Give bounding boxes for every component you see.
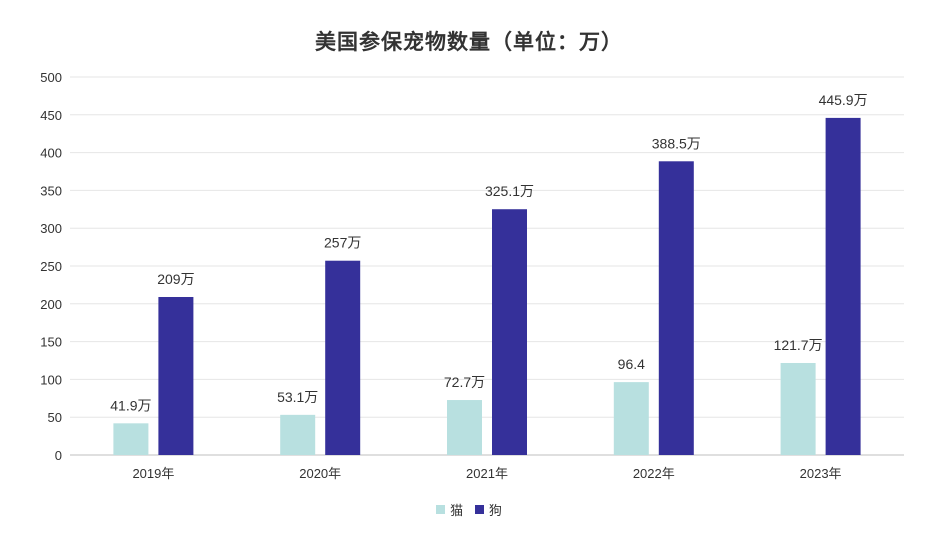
data-label-cat: 41.9万 bbox=[110, 397, 151, 413]
legend-item-cat: 猫 bbox=[436, 500, 463, 519]
x-tick-label: 2019年 bbox=[132, 466, 174, 481]
chart-title: 美国参保宠物数量（单位：万） bbox=[315, 29, 623, 54]
data-label-cat: 72.7万 bbox=[444, 374, 485, 390]
bar-dog bbox=[158, 296, 194, 455]
legend-item-dog: 狗 bbox=[474, 500, 502, 519]
y-tick-label: 0 bbox=[55, 448, 62, 463]
legend: 猫 狗 bbox=[0, 500, 938, 519]
legend-label-cat: 猫 bbox=[450, 503, 464, 518]
data-label-cat: 121.7万 bbox=[774, 337, 823, 353]
x-tick-label: 2021年 bbox=[466, 466, 508, 481]
bar-dog bbox=[658, 161, 694, 455]
data-label-cat: 53.1万 bbox=[277, 389, 318, 405]
bar-cat bbox=[447, 400, 482, 455]
data-label-dog: 325.1万 bbox=[485, 183, 534, 199]
y-tick-label: 350 bbox=[40, 183, 62, 198]
bar-cat bbox=[780, 362, 816, 455]
bar-cat bbox=[280, 414, 316, 455]
y-tick-label: 150 bbox=[40, 335, 62, 350]
x-tick-label: 2022年 bbox=[633, 466, 675, 481]
bar-dog bbox=[492, 209, 527, 455]
bar-dog bbox=[325, 260, 361, 455]
legend-label-dog: 狗 bbox=[488, 503, 502, 518]
y-tick-label: 300 bbox=[40, 221, 62, 236]
y-tick-label: 100 bbox=[40, 372, 62, 387]
bar-cat bbox=[113, 423, 149, 455]
legend-swatch-cat bbox=[436, 505, 446, 514]
x-tick-label: 2023年 bbox=[800, 466, 842, 481]
x-tick-label: 2020年 bbox=[299, 466, 341, 481]
data-label-dog: 209万 bbox=[157, 271, 194, 287]
data-label-cat: 96.4 bbox=[618, 356, 645, 372]
y-tick-label: 450 bbox=[40, 108, 62, 123]
bar-dog bbox=[825, 117, 861, 455]
y-tick-label: 400 bbox=[40, 146, 62, 161]
data-label-dog: 257万 bbox=[324, 235, 361, 251]
data-label-dog: 388.5万 bbox=[652, 135, 701, 151]
y-tick-label: 50 bbox=[48, 410, 62, 425]
bar-cat bbox=[613, 382, 649, 455]
y-tick-label: 500 bbox=[40, 70, 62, 85]
y-tick-label: 200 bbox=[40, 297, 62, 312]
data-label-dog: 445.9万 bbox=[819, 92, 868, 108]
y-tick-label: 250 bbox=[40, 259, 62, 274]
legend-swatch-dog bbox=[474, 505, 484, 514]
